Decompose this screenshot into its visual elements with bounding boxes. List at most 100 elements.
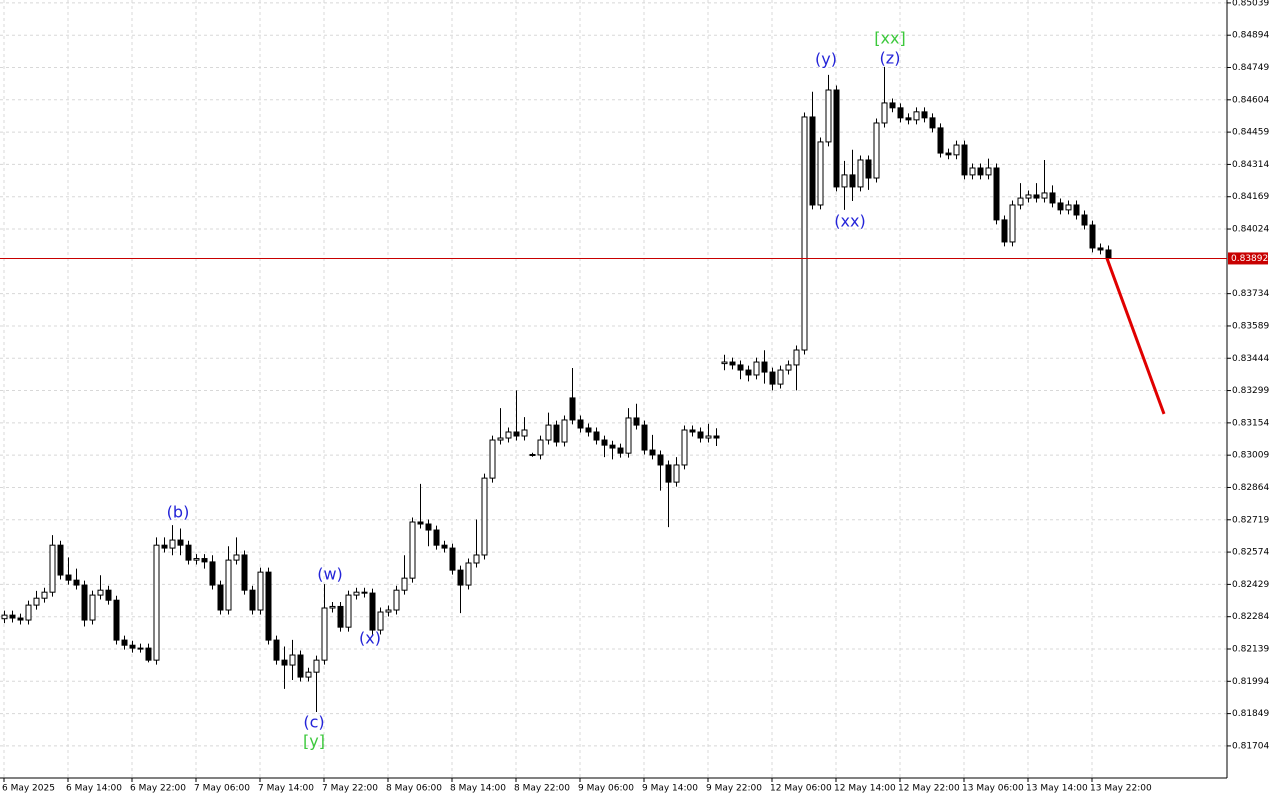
candle-body <box>609 444 616 449</box>
candle-body <box>161 544 168 549</box>
candle-body <box>137 647 144 650</box>
x-tick-label: 8 May 06:00 <box>386 784 442 794</box>
candle-body <box>641 424 648 451</box>
y-tick-label: 0.83734 <box>1232 289 1269 299</box>
candle-body <box>17 617 24 621</box>
candle-body <box>985 167 992 176</box>
candle-body <box>505 431 512 439</box>
y-tick-label: 0.81994 <box>1232 677 1269 687</box>
candle-body <box>937 127 944 154</box>
candle-body <box>185 544 192 561</box>
candle-body <box>481 477 488 556</box>
candle-body <box>849 174 856 188</box>
candle-body <box>233 554 240 561</box>
candle-body <box>881 102 888 124</box>
candle-body <box>281 659 288 666</box>
candle-body <box>649 449 656 456</box>
candle-body <box>953 144 960 156</box>
wave-label: (w) <box>317 565 343 584</box>
y-tick-label: 0.84169 <box>1232 192 1269 202</box>
y-tick-label: 0.82719 <box>1232 515 1269 525</box>
candle-body <box>473 554 480 564</box>
y-tick-label: 0.83299 <box>1232 386 1269 396</box>
candle-body <box>625 417 632 454</box>
wave-label: [xx] <box>874 29 905 48</box>
candle-body <box>713 435 720 439</box>
candle-body <box>761 361 768 373</box>
candle-body <box>193 558 200 561</box>
x-tick-label: 8 May 14:00 <box>450 784 506 794</box>
candle-body <box>97 589 104 596</box>
candle-body <box>841 174 848 188</box>
candle-body <box>569 397 576 421</box>
candle-body <box>169 539 176 549</box>
candle-body <box>353 591 360 596</box>
candle-body <box>177 539 184 546</box>
candle-body <box>697 431 704 439</box>
candle-body <box>1009 204 1016 243</box>
candle-body <box>801 116 808 351</box>
y-tick-label: 0.82429 <box>1232 580 1269 590</box>
candle-body <box>657 454 664 466</box>
y-tick-label: 0.84459 <box>1232 128 1269 138</box>
x-tick-label: 12 May 14:00 <box>834 784 896 794</box>
candle-body <box>465 562 472 586</box>
candle-body <box>673 464 680 483</box>
candle-body <box>1065 204 1072 211</box>
candle-body <box>897 107 904 119</box>
candle-body <box>393 589 400 611</box>
candle-body <box>209 561 216 586</box>
candle-body <box>361 591 368 594</box>
candle-body <box>337 605 344 628</box>
candle-body <box>737 364 744 371</box>
candle-body <box>145 647 152 661</box>
candle-body <box>601 439 608 446</box>
x-tick-label: 9 May 14:00 <box>642 784 698 794</box>
x-tick-label: 9 May 06:00 <box>578 784 634 794</box>
candle-body <box>225 559 232 611</box>
candle-body <box>369 592 376 631</box>
candle-body <box>577 419 584 429</box>
candle-body <box>905 117 912 121</box>
candle-body <box>1105 249 1112 259</box>
candle-body <box>681 429 688 466</box>
candle-body <box>1001 219 1008 243</box>
candle-body <box>969 167 976 176</box>
y-tick-label: 0.82864 <box>1232 483 1269 493</box>
candle-body <box>1025 194 1032 199</box>
candle-body <box>1041 192 1048 199</box>
y-tick-label: 0.83009 <box>1232 451 1269 461</box>
candle-body <box>81 584 88 621</box>
candle-body <box>73 579 80 586</box>
candle-body <box>873 122 880 179</box>
candle-body <box>1017 197 1024 206</box>
y-tick-label: 0.82574 <box>1232 548 1269 558</box>
candle-body <box>617 447 624 454</box>
candle-body <box>665 464 672 483</box>
candle-body <box>305 671 312 678</box>
candle-body <box>153 544 160 661</box>
candle-body <box>449 547 456 571</box>
candle-body <box>241 554 248 591</box>
candle-body <box>833 89 840 188</box>
candle-body <box>425 523 432 531</box>
candle-body <box>1033 194 1040 199</box>
x-tick-label: 13 May 06:00 <box>962 784 1024 794</box>
candle-body <box>89 594 96 621</box>
x-tick-label: 13 May 22:00 <box>1090 784 1152 794</box>
x-tick-label: 6 May 2025 <box>2 784 55 794</box>
candle-body <box>113 599 120 641</box>
x-tick-label: 12 May 22:00 <box>898 784 960 794</box>
candle-body <box>993 167 1000 221</box>
candle-body <box>689 429 696 433</box>
x-tick-label: 13 May 14:00 <box>1026 784 1088 794</box>
candle-body <box>273 639 280 661</box>
candle-body <box>945 152 952 156</box>
candle-body <box>297 654 304 678</box>
candle-body <box>9 614 16 619</box>
candle-body <box>377 611 384 631</box>
candle-body <box>513 431 520 437</box>
candle-body <box>249 589 256 611</box>
candle-body <box>921 111 928 119</box>
